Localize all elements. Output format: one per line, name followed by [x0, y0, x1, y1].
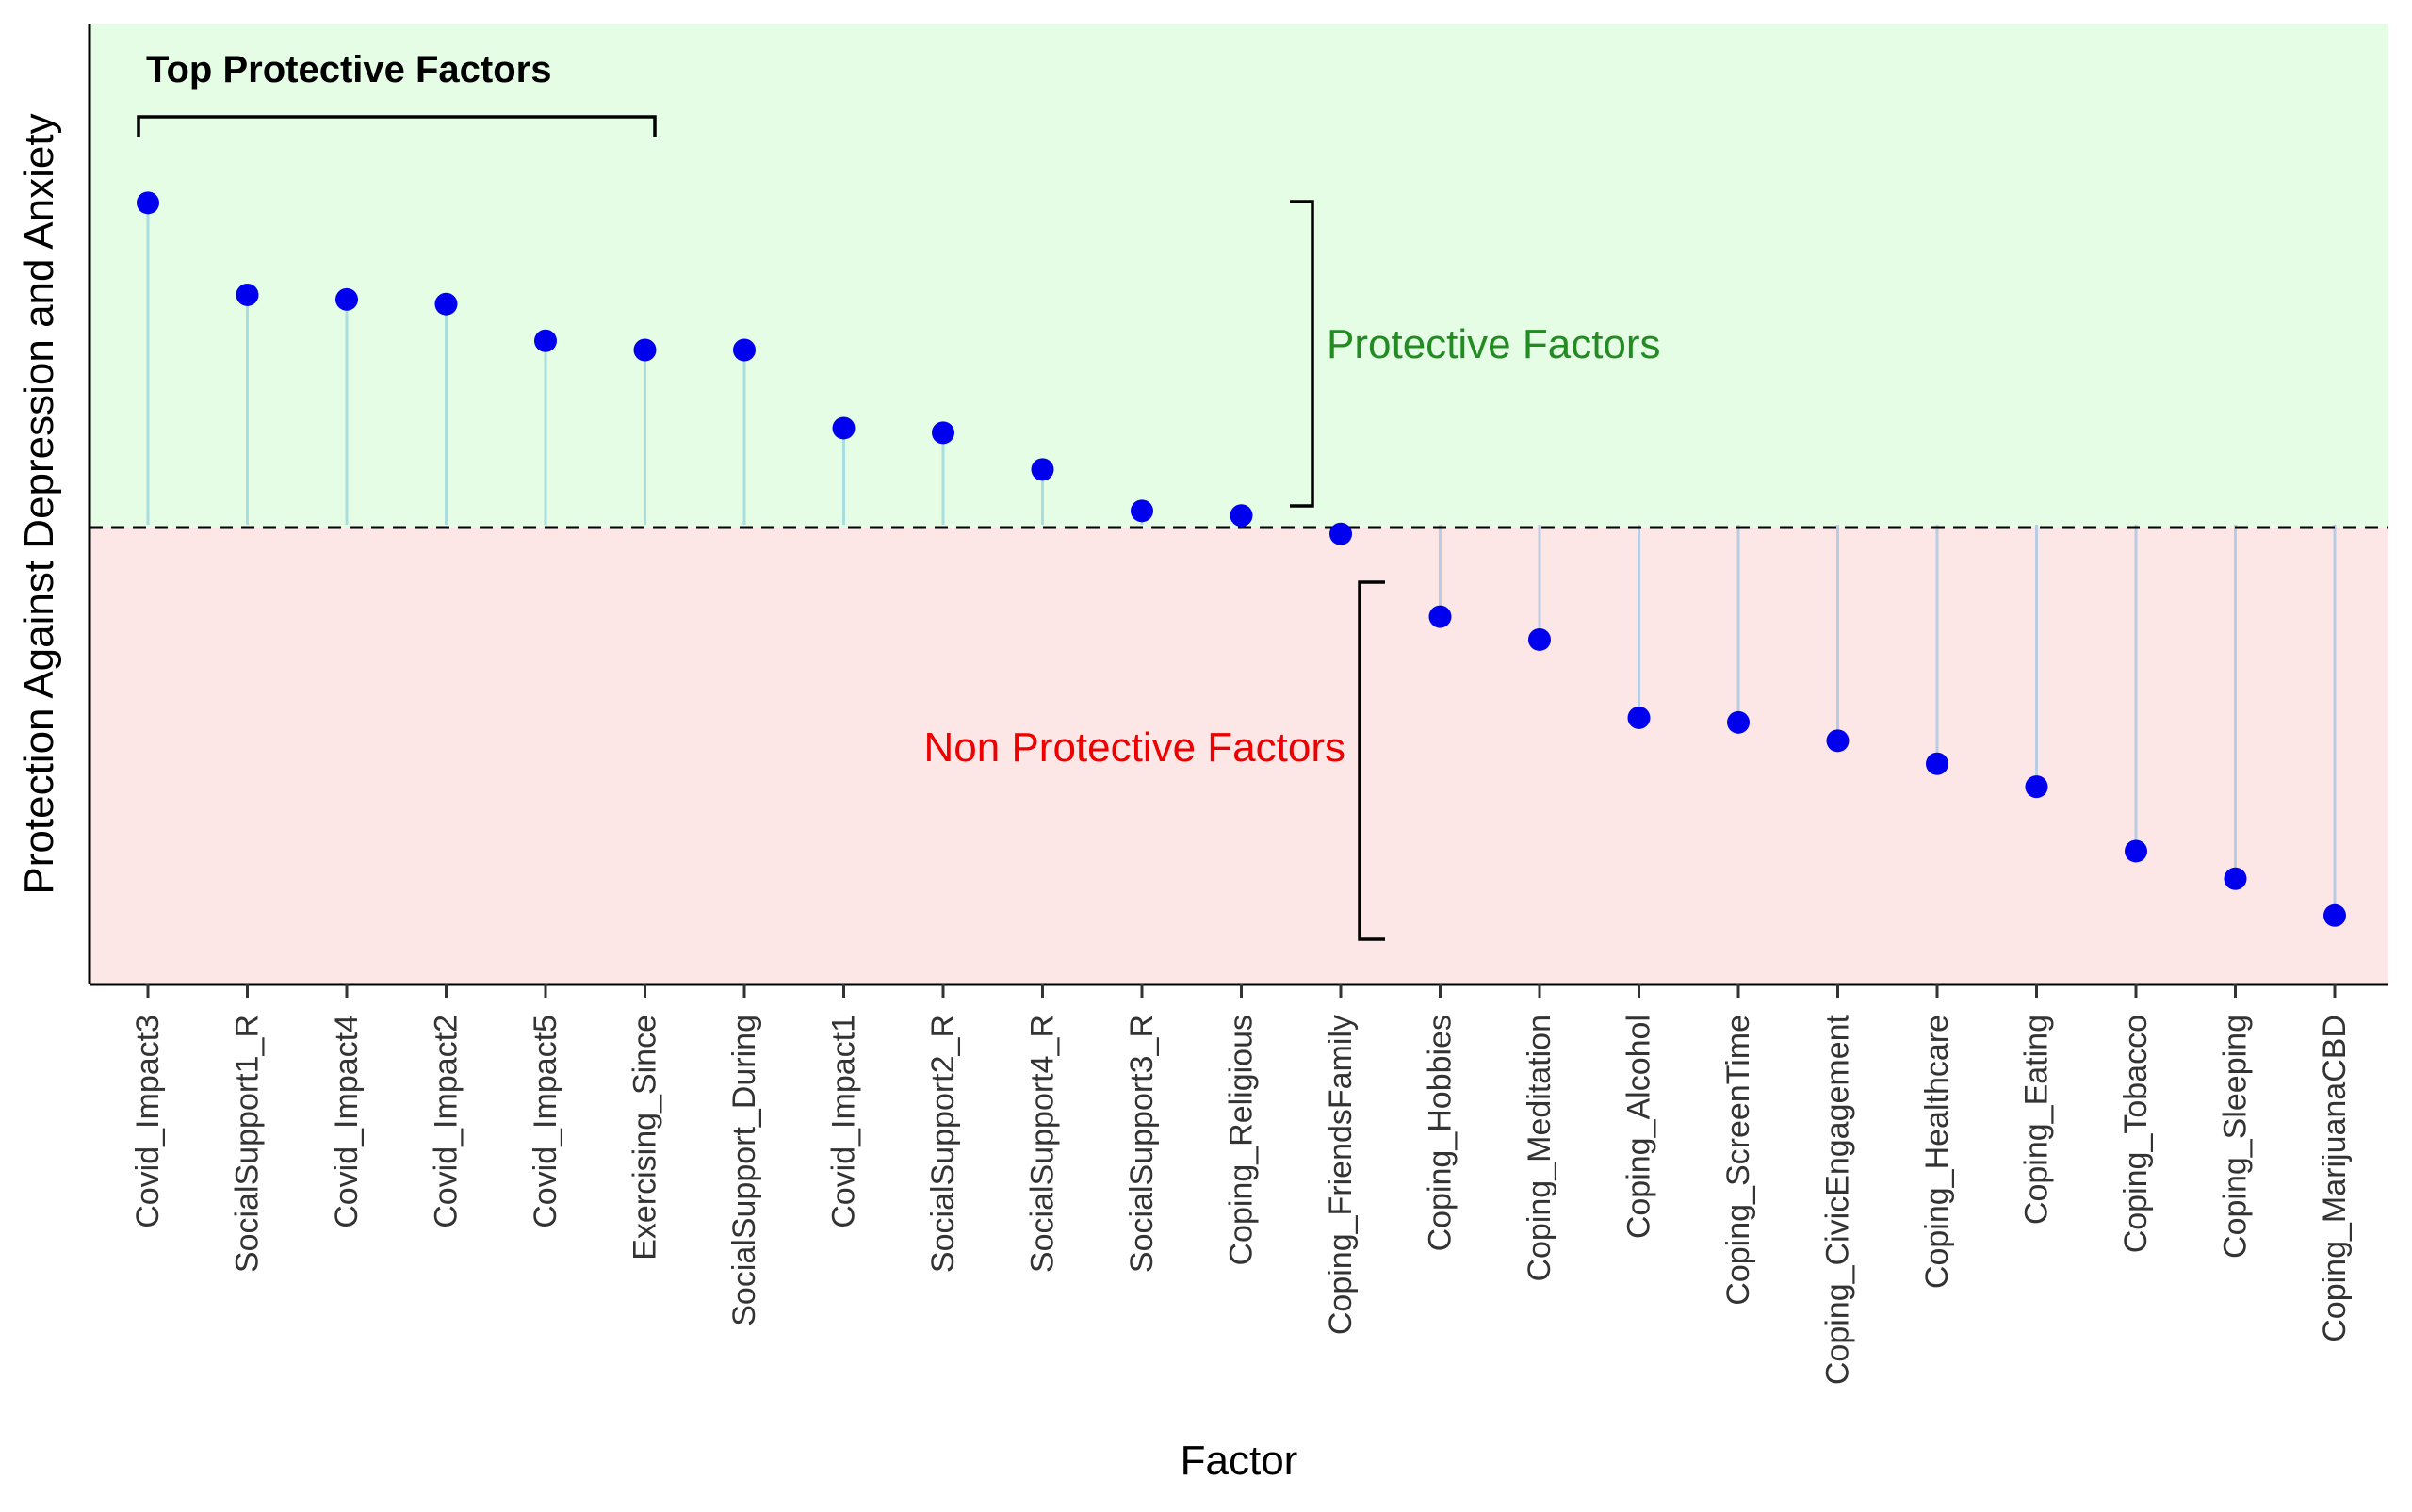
point-SocialSupport_During — [733, 338, 756, 362]
non-protective-label: Non Protective Factors — [924, 724, 1346, 771]
x-tick-label-SocialSupport_During: SocialSupport_During — [726, 1015, 762, 1326]
point-Coping_CivicEngagement — [1826, 729, 1850, 753]
negative-band — [90, 528, 2388, 984]
point-Coping_FriendsFamily — [1329, 522, 1352, 545]
y-axis-title: Protection Against Depression and Anxiet… — [16, 113, 62, 894]
point-Coping_Hobbies — [1428, 605, 1452, 628]
point-Covid_Impact4 — [335, 287, 358, 311]
x-ticks-layer — [146, 984, 2337, 998]
point-Coping_ScreenTime — [1727, 710, 1750, 734]
x-tick-label-SocialSupport4_R: SocialSupport4_R — [1025, 1015, 1061, 1273]
point-SocialSupport3_R — [1131, 499, 1153, 523]
x-tick-label-Coping_Healthcare: Coping_Healthcare — [1919, 1015, 1955, 1289]
point-SocialSupport2_R — [932, 421, 954, 445]
point-Coping_Eating — [2025, 775, 2048, 799]
point-Coping_Alcohol — [1627, 706, 1651, 729]
point-Covid_Impact3 — [137, 191, 159, 215]
point-Covid_Impact1 — [832, 416, 856, 440]
x-tick-label-Coping_CivicEngagement: Coping_CivicEngagement — [1820, 1014, 1856, 1385]
point-SocialSupport1_R — [236, 283, 259, 306]
x-tick-label-SocialSupport2_R: SocialSupport2_R — [925, 1015, 961, 1273]
top-protective-label: Top Protective Factors — [146, 49, 551, 90]
point-Covid_Impact5 — [534, 329, 557, 352]
points-layer — [137, 191, 2346, 927]
x-tick-label-Coping_Hobbies: Coping_Hobbies — [1423, 1015, 1459, 1251]
x-tick-label-Coping_ScreenTime: Coping_ScreenTime — [1720, 1015, 1756, 1306]
positive-band — [90, 24, 2388, 528]
protective-label: Protective Factors — [1327, 321, 1661, 367]
x-tick-label-SocialSupport3_R: SocialSupport3_R — [1124, 1015, 1160, 1273]
point-Coping_MarijuanaCBD — [2323, 903, 2346, 927]
x-tick-label-Coping_Meditation: Coping_Meditation — [1522, 1015, 1557, 1282]
x-axis-title: Factor — [1181, 1438, 1298, 1484]
stems-layer — [146, 203, 2337, 916]
x-tick-label-Coping_Sleeping: Coping_Sleeping — [2218, 1015, 2254, 1259]
point-Coping_Meditation — [1528, 627, 1551, 651]
x-tick-label-Exercising_Since: Exercising_Since — [627, 1015, 663, 1260]
x-tick-label-Coping_Religious: Coping_Religious — [1224, 1015, 1260, 1266]
x-tick-label-Coping_Alcohol: Coping_Alcohol — [1622, 1015, 1657, 1239]
x-tick-label-SocialSupport1_R: SocialSupport1_R — [230, 1015, 266, 1273]
point-Coping_Tobacco — [2125, 839, 2147, 863]
x-tick-label-Covid_Impact1: Covid_Impact1 — [826, 1015, 862, 1228]
x-tick-label-Covid_Impact3: Covid_Impact3 — [130, 1015, 166, 1228]
point-Coping_Healthcare — [1926, 752, 1948, 775]
point-Covid_Impact2 — [434, 292, 458, 316]
x-tick-label-Covid_Impact2: Covid_Impact2 — [429, 1015, 464, 1228]
point-Coping_Sleeping — [2224, 867, 2247, 890]
point-Exercising_Since — [633, 338, 657, 362]
x-tick-label-Coping_MarijuanaCBD: Coping_MarijuanaCBD — [2317, 1015, 2353, 1342]
x-tick-label-Covid_Impact4: Covid_Impact4 — [329, 1015, 365, 1228]
x-tick-label-Covid_Impact5: Covid_Impact5 — [528, 1015, 563, 1228]
x-tick-labels-layer: Covid_Impact3 SocialSupport1_R Covid_Impac… — [130, 1014, 2353, 1385]
x-tick-label-Coping_Tobacco: Coping_Tobacco — [2118, 1015, 2154, 1253]
protective-bracket — [1290, 200, 1314, 508]
x-tick-label-Coping_FriendsFamily: Coping_FriendsFamily — [1323, 1015, 1359, 1335]
point-Coping_Religious — [1230, 504, 1253, 528]
x-tick-label-Coping_Eating: Coping_Eating — [2019, 1015, 2055, 1225]
non-protective-bracket — [1358, 580, 1385, 941]
point-SocialSupport4_R — [1031, 458, 1054, 481]
top-protective-bracket — [137, 115, 657, 137]
